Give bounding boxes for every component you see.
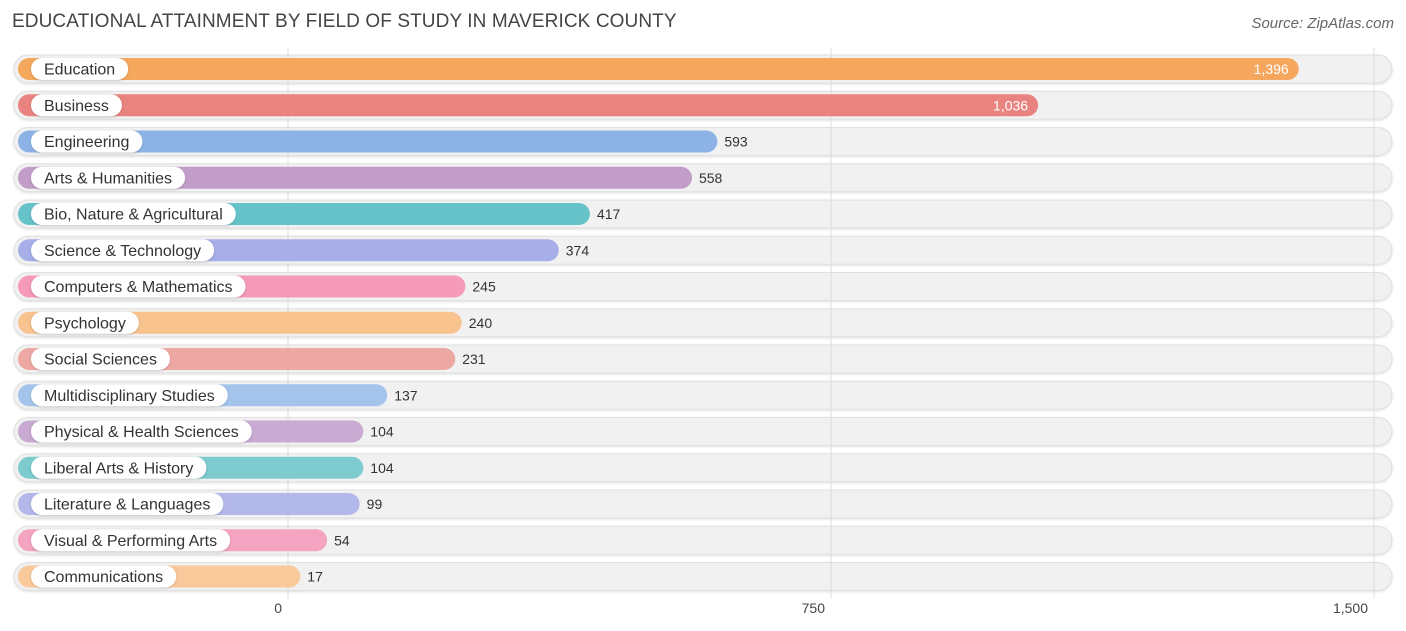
label-pill-physical-and-health-sciences [31,420,252,443]
value-label-business: 1,036 [993,97,1028,113]
row-bg-literature-and-languages [13,489,1393,519]
label-pill-computers-and-mathematics [31,275,246,298]
value-label-bio-nature-and-agricultural: 417 [597,206,621,222]
value-label-communications: 17 [307,569,323,585]
bar-business [18,94,1039,117]
value-label-physical-and-health-sciences: 104 [370,424,394,440]
label-pill-literature-and-languages [31,493,224,515]
category-label-arts-and-humanities: Arts & Humanities [44,170,172,187]
category-label-science-and-technology: Science & Technology [44,243,201,260]
label-pill-engineering [31,130,143,153]
chart-title: EDUCATIONAL ATTAINMENT BY FIELD OF STUDY… [12,11,677,32]
value-label-engineering: 593 [724,134,748,150]
label-pill-multidisciplinary-studies [31,384,228,407]
category-label-education: Education [44,62,115,79]
category-label-engineering: Engineering [44,134,129,151]
label-pill-communications [31,565,177,588]
x-tick-label-750: 750 [802,600,826,616]
x-tick-label-1-500: 1,500 [1333,600,1368,616]
category-label-social-sciences: Social Sciences [44,352,157,369]
value-label-science-and-technology: 374 [566,242,590,258]
bar-arts-and-humanities [18,166,692,189]
category-label-visual-and-performing-arts: Visual & Performing Arts [44,533,217,550]
row-bg-visual-and-performing-arts [13,525,1393,555]
category-label-literature-and-languages: Literature & Languages [44,497,210,514]
label-pill-psychology [31,311,139,334]
category-label-liberal-arts-and-history: Liberal Arts & History [44,460,193,477]
value-label-social-sciences: 231 [462,351,486,367]
category-label-communications: Communications [44,569,163,586]
bar-engineering [18,130,718,153]
category-label-business: Business [44,98,109,115]
row-bg-communications [13,562,1393,591]
label-pill-business [31,94,122,117]
value-label-visual-and-performing-arts: 54 [334,532,350,548]
source-note: Source: ZipAtlas.com [1251,15,1394,32]
category-label-computers-and-mathematics: Computers & Mathematics [44,279,233,296]
label-pill-education [31,58,129,80]
value-label-literature-and-languages: 99 [367,496,383,512]
x-tick-label-0: 0 [274,600,282,616]
label-pill-science-and-technology [31,239,215,262]
label-pill-visual-and-performing-arts [31,529,231,552]
category-label-multidisciplinary-studies: Multidisciplinary Studies [44,388,215,405]
value-label-psychology: 240 [469,315,493,331]
label-pill-social-sciences [31,348,170,370]
value-label-arts-and-humanities: 558 [699,170,723,186]
label-pill-bio-nature-and-agricultural [31,203,236,225]
value-label-education: 1,396 [1254,61,1289,77]
category-label-bio-nature-and-agricultural: Bio, Nature & Agricultural [44,207,223,224]
label-pill-liberal-arts-and-history [31,456,207,479]
category-label-psychology: Psychology [44,315,126,332]
value-label-computers-and-mathematics: 245 [472,279,496,295]
bar-education [18,58,1299,80]
label-pill-arts-and-humanities [31,166,186,189]
value-label-liberal-arts-and-history: 104 [370,460,394,476]
category-label-physical-and-health-sciences: Physical & Health Sciences [44,424,239,441]
value-label-multidisciplinary-studies: 137 [394,387,418,403]
